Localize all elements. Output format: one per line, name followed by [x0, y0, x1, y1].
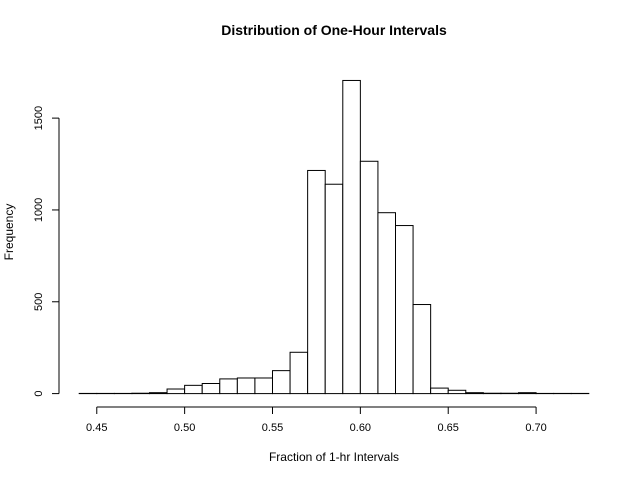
y-axis-ticks: 0 500 1000 1500: [33, 106, 59, 397]
histogram-bar: [148, 392, 168, 395]
histogram-bar: [342, 79, 361, 395]
y-axis-label: Frequency: [2, 204, 16, 261]
histogram-bar: [219, 378, 238, 395]
y-tick-label: 500: [33, 293, 45, 311]
histogram-bar: [201, 383, 221, 395]
histogram-bar: [272, 370, 291, 395]
histogram-bar: [236, 377, 256, 395]
x-tick-label: 0.50: [174, 422, 195, 434]
histogram-bar: [289, 351, 309, 395]
histogram-bar: [412, 304, 432, 395]
x-tick-label: 0.70: [525, 422, 546, 434]
y-tick-label: 1000: [33, 198, 45, 222]
histogram-bar: [307, 169, 326, 395]
histogram-bar: [254, 377, 273, 395]
histogram-bar: [166, 388, 186, 395]
histogram-bar: [518, 392, 537, 395]
x-axis-ticks: 0.45 0.50 0.55 0.60 0.65 0.70: [86, 407, 547, 434]
histogram-bar: [447, 389, 467, 395]
x-tick-label: 0.60: [350, 422, 371, 434]
histogram-bars: [78, 79, 590, 395]
histogram-bar: [395, 225, 414, 395]
histogram-bar: [377, 212, 396, 395]
y-tick-label: 1500: [33, 106, 45, 130]
x-tick-label: 0.65: [438, 422, 459, 434]
histogram-bar: [465, 392, 484, 395]
y-tick-label: 0: [33, 391, 45, 397]
chart-title: Distribution of One-Hour Intervals: [221, 22, 447, 38]
x-axis-label: Fraction of 1-hr Intervals: [269, 450, 399, 464]
x-tick-label: 0.55: [262, 422, 283, 434]
histogram-bar: [324, 183, 344, 395]
histogram-bar: [184, 384, 203, 395]
histogram-bar: [430, 387, 449, 395]
histogram-bar: [359, 160, 379, 395]
x-tick-label: 0.45: [86, 422, 107, 434]
